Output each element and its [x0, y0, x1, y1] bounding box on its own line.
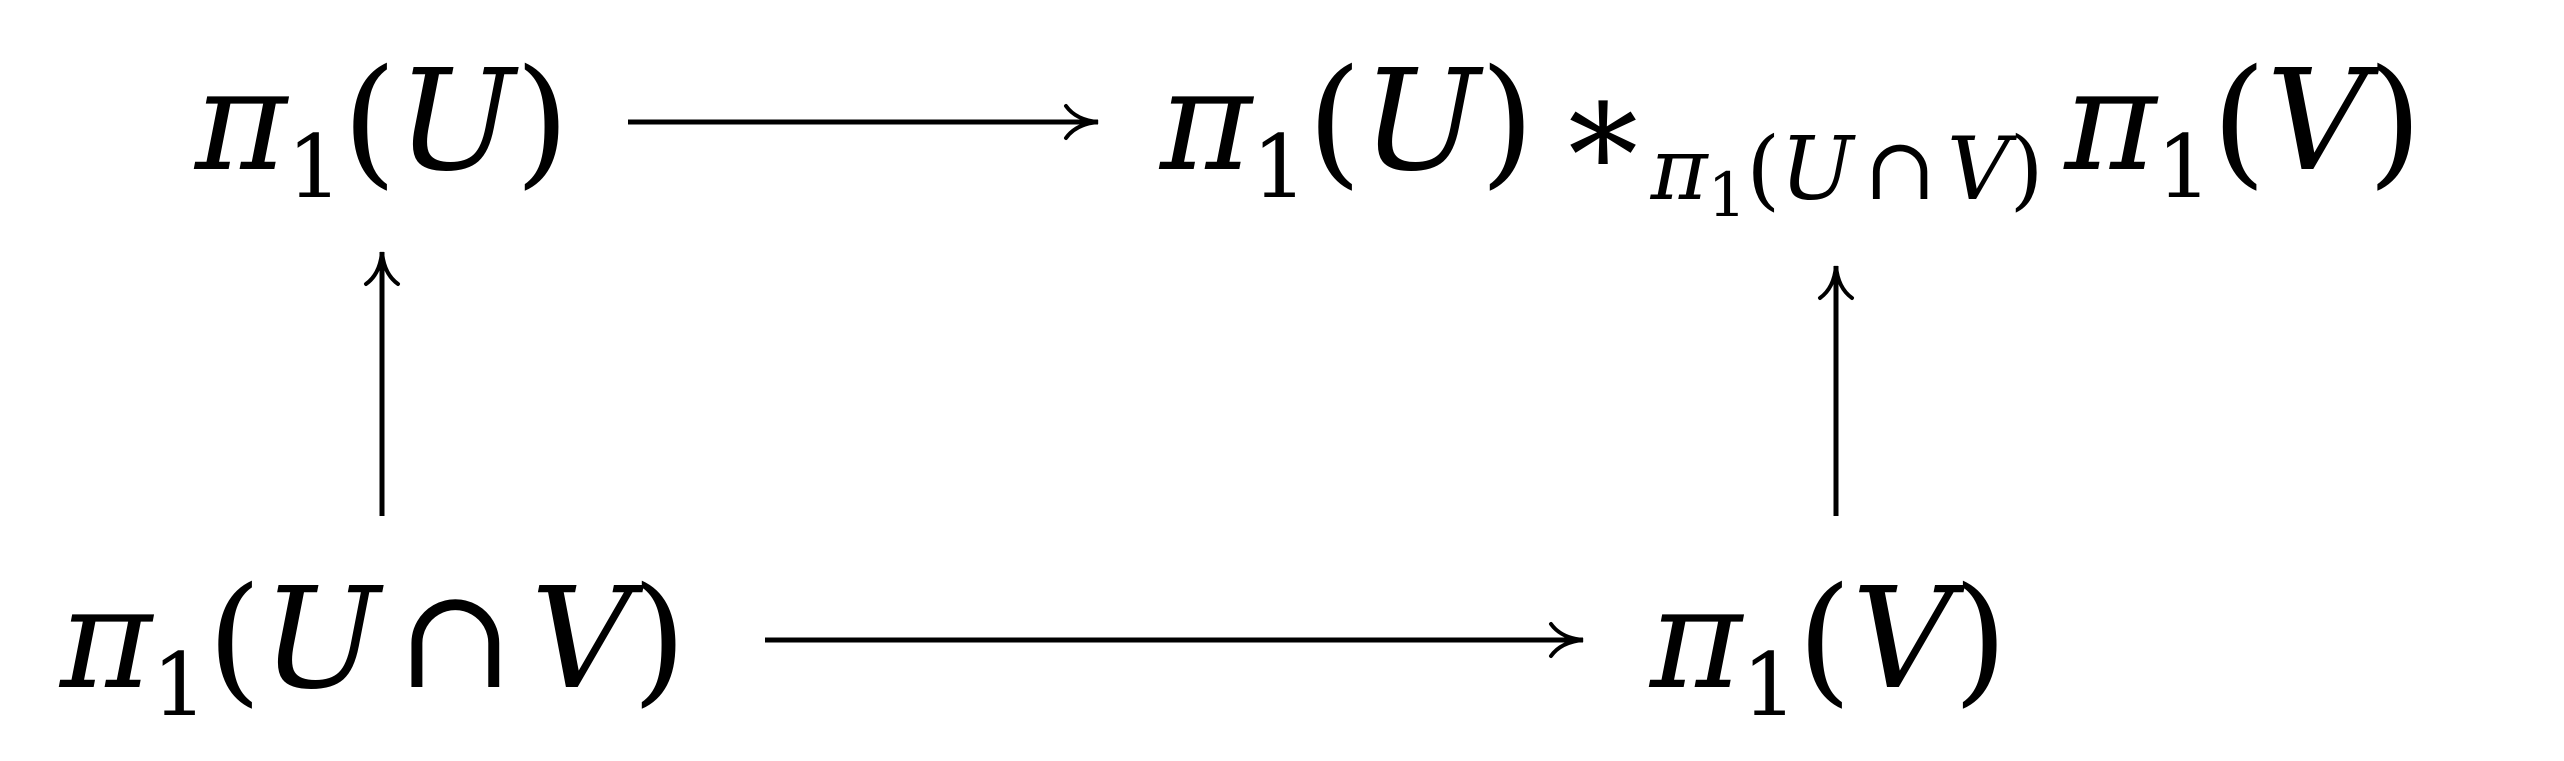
node-pi1-u: π1(U)	[195, 52, 570, 211]
subscript-1: 1	[1252, 116, 1308, 218]
close-paren: )	[514, 40, 570, 203]
node-pi1-u-cap-v: π1(U ∩ V)	[60, 570, 687, 729]
subscript-1: 1	[287, 116, 343, 218]
close-paren: )	[1479, 40, 1535, 203]
node-amalgamated-product: π1(U) ∗π1(U ∩ V) π1(V)	[1160, 52, 2422, 227]
node-pi1-v: π1(V)	[1650, 570, 2008, 729]
var-u: U	[1361, 40, 1480, 203]
open-paren: (	[342, 40, 397, 203]
amalgam-subscript: π1(U ∩ V)	[1650, 119, 2044, 226]
var-v: V	[1851, 558, 1953, 721]
pi-symbol: π	[1650, 119, 1708, 221]
pi-symbol: π	[60, 558, 153, 721]
pi-symbol: π	[195, 40, 288, 203]
subscript-1: 1	[2156, 116, 2212, 218]
open-paren: (	[1746, 119, 1781, 221]
open-paren: (	[1797, 558, 1852, 721]
close-paren: )	[2009, 119, 2044, 221]
subscript-1: 1	[1742, 634, 1798, 736]
free-product-star: ∗	[1555, 47, 1651, 210]
var-u: U	[261, 558, 380, 721]
var-v: V	[1946, 119, 2010, 221]
var-v: V	[530, 558, 632, 721]
open-paren: (	[2211, 40, 2267, 203]
pi-symbol: π	[1160, 40, 1253, 203]
amalgam-left-factor: π1(U)	[1160, 40, 1535, 211]
open-paren: (	[1307, 40, 1362, 203]
subscript-1: 1	[152, 634, 208, 736]
var-u: U	[396, 40, 515, 203]
var-u: U	[1780, 119, 1854, 221]
pi-symbol: π	[1650, 558, 1743, 721]
close-paren: )	[1952, 558, 2008, 721]
var-v: V	[2266, 40, 2368, 203]
intersection-symbol: ∩	[396, 558, 514, 721]
amalgam-right-factor: π1(V)	[2044, 40, 2423, 211]
close-paren: )	[631, 558, 687, 721]
open-paren: (	[207, 558, 262, 721]
subscript-1: 1	[1707, 161, 1747, 232]
intersection-symbol: ∩	[1863, 119, 1937, 221]
close-paren: )	[2367, 40, 2423, 203]
pi-symbol: π	[2064, 40, 2157, 203]
